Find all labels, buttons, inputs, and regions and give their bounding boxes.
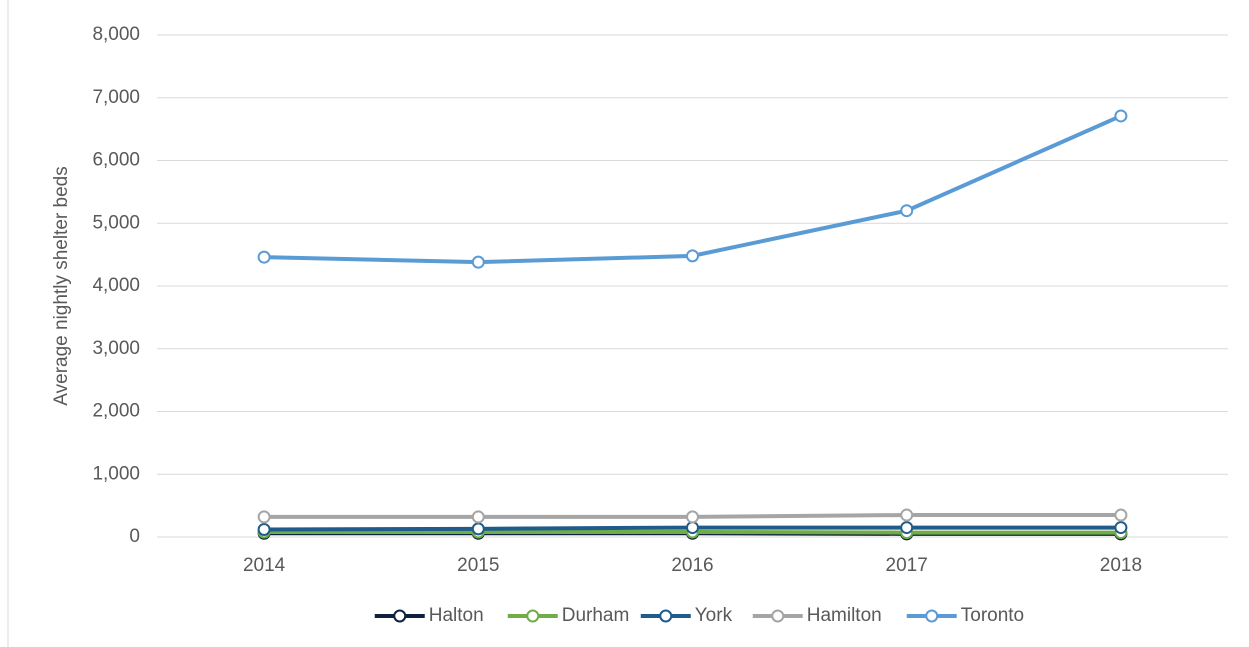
legend-label: Durham (562, 605, 630, 626)
marker (1114, 521, 1128, 535)
marker (471, 522, 485, 536)
marker (471, 255, 485, 269)
legend-marker (526, 609, 540, 623)
y-tick-label: 5,000 (92, 212, 140, 233)
x-tick-label: 2017 (886, 555, 928, 576)
marker (900, 508, 914, 522)
marker (1114, 109, 1128, 123)
legend-marker (925, 609, 939, 623)
marker (471, 510, 485, 524)
y-tick-label: 4,000 (92, 275, 140, 296)
legend-label: Hamilton (807, 605, 882, 626)
marker (686, 249, 699, 263)
x-tick-label: 2014 (243, 555, 286, 576)
y-tick-label: 2,000 (92, 401, 140, 422)
y-tick-label: 3,000 (92, 338, 140, 359)
marker (257, 250, 271, 264)
y-tick-label: 6,000 (92, 150, 140, 171)
y-tick-label: 0 (129, 526, 140, 547)
marker (686, 510, 699, 524)
legend-label: Halton (429, 605, 484, 626)
marker (257, 510, 271, 524)
legend-label: York (695, 605, 733, 626)
legend-marker (393, 609, 407, 623)
y-axis-label: Average nightly shelter beds (51, 166, 72, 405)
marker (686, 521, 699, 535)
legend-label: Toronto (961, 605, 1024, 626)
marker (900, 204, 914, 218)
marker (1114, 508, 1128, 522)
y-tick-label: 1,000 (92, 463, 140, 484)
legend-marker (771, 609, 785, 623)
marker (257, 522, 271, 536)
y-tick-label: 8,000 (92, 24, 140, 45)
marker (900, 521, 914, 535)
series-line (264, 114, 1122, 265)
y-tick-label: 7,000 (92, 87, 140, 108)
x-tick-label: 2015 (457, 555, 499, 576)
x-tick-label: 2016 (671, 555, 713, 576)
legend-marker (659, 609, 673, 623)
x-tick-label: 2018 (1100, 555, 1142, 576)
